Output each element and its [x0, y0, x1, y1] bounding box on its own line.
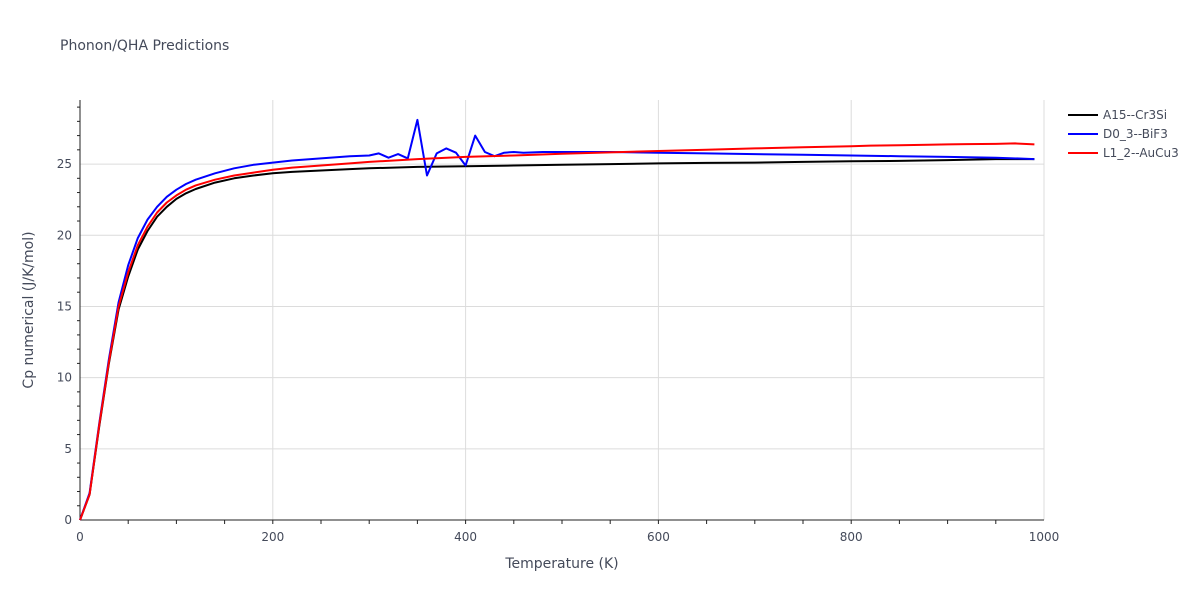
plot-area	[79, 118, 1035, 521]
y-tick-label: 15	[57, 299, 72, 313]
legend-label: L1_2--AuCu3	[1103, 146, 1179, 160]
series-line-a15-cr3si	[79, 158, 1035, 521]
y-tick-label: 25	[57, 157, 72, 171]
tick-labels: 0 200 400 600 800 1000 0 5 10 15 20 25	[57, 106, 1060, 544]
x-tick-label: 0	[76, 530, 84, 544]
legend-label: A15--Cr3Si	[1103, 108, 1167, 122]
y-tick-label: 0	[64, 513, 72, 527]
chart-title: Phonon/QHA Predictions	[60, 38, 229, 54]
legend-item[interactable]: A15--Cr3Si	[1068, 108, 1167, 122]
x-tick-label: 800	[840, 530, 863, 544]
series-line-l1-2-aucu3	[79, 142, 1035, 521]
grid	[80, 100, 1045, 520]
y-tick-label: 5	[64, 442, 72, 456]
legend-item[interactable]: L1_2--AuCu3	[1068, 146, 1179, 160]
legend-label: D0_3--BiF3	[1103, 127, 1168, 141]
legend-item[interactable]: D0_3--BiF3	[1068, 127, 1168, 141]
x-axis-title: Temperature (K)	[504, 556, 618, 572]
y-axis-title: Cp numerical (J/K/mol)	[21, 231, 37, 388]
series-line-d0-3-bif3	[79, 118, 1035, 521]
x-tick-label: 200	[261, 530, 284, 544]
x-tick-label: 400	[454, 530, 477, 544]
y-tick-label: 10	[57, 371, 72, 385]
y-tick-label: 20	[57, 228, 72, 242]
legend: A15--Cr3Si D0_3--BiF3 L1_2--AuCu3	[1068, 108, 1179, 160]
x-tick-label: 1000	[1029, 530, 1060, 544]
axes	[79, 100, 1044, 521]
x-tick-label: 600	[647, 530, 670, 544]
